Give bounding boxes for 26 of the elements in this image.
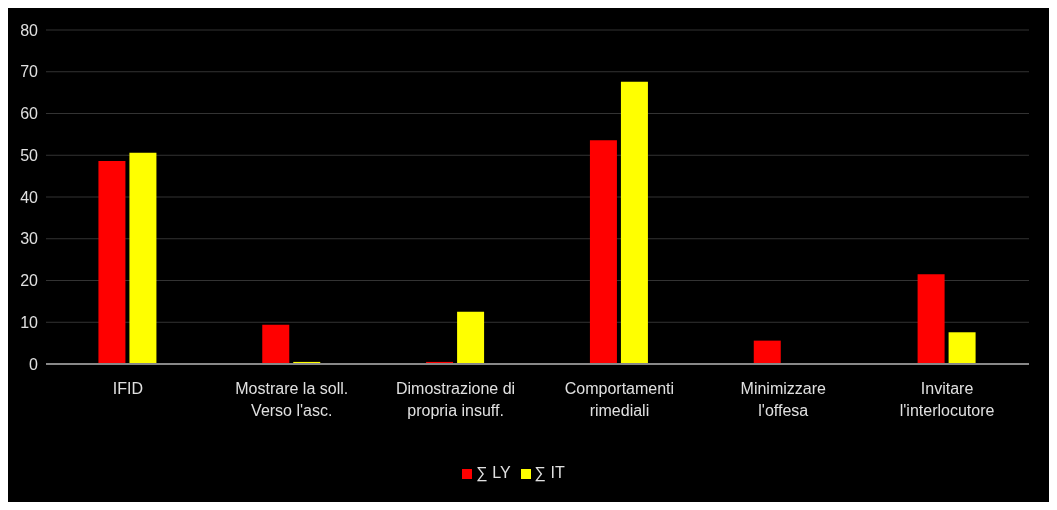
y-tick-label: 10 (20, 313, 39, 331)
y-tick-label: 0 (29, 355, 39, 373)
bar (948, 332, 976, 364)
x-tick-label: Dimostrazione di propria insuff. (396, 380, 516, 419)
legend-label: ∑ IT (534, 464, 565, 481)
bar (129, 152, 157, 364)
x-tick-label: Comportamenti rimediali (564, 380, 675, 419)
x-tick-label: Invitare l'interlocutore (899, 380, 995, 419)
legend-label: ∑ LY (476, 464, 511, 481)
y-tick-label: 80 (20, 21, 39, 39)
bar (262, 324, 290, 364)
x-tick-label: IFID (112, 380, 144, 397)
bar (917, 274, 945, 364)
x-tick-label: Minimizzare l'offesa (740, 380, 827, 419)
bar (620, 81, 648, 364)
x-tick-label: Mostrare la soll. Verso l'asc. (235, 380, 349, 419)
y-tick-label: 50 (20, 146, 39, 164)
y-tick-label: 70 (20, 63, 39, 81)
bar (753, 340, 781, 364)
y-tick-label: 30 (20, 230, 39, 248)
y-tick-label: 20 (20, 272, 39, 290)
bar (589, 140, 617, 364)
bar (457, 311, 485, 364)
y-tick-label: 40 (20, 188, 39, 206)
y-tick-label: 60 (20, 105, 39, 123)
bar (98, 161, 126, 364)
